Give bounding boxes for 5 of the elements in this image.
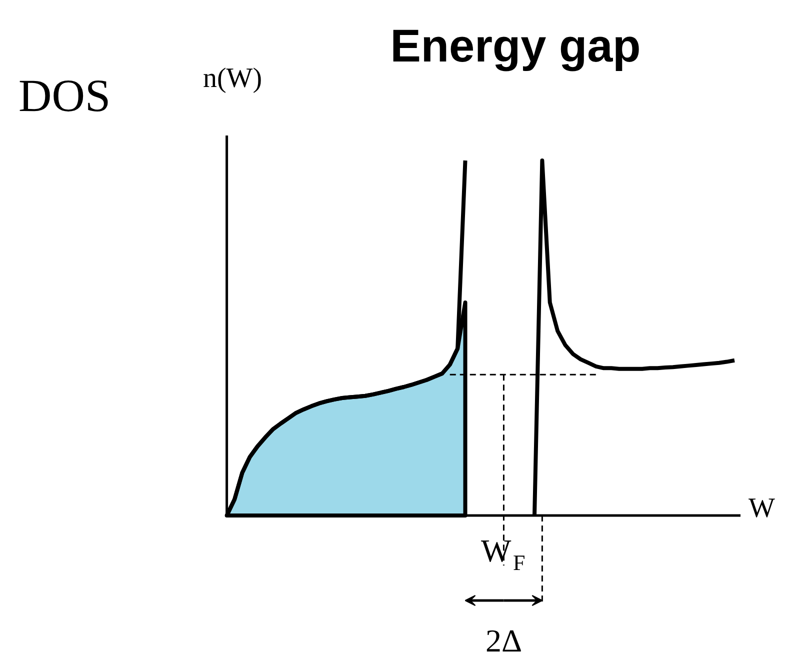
x-axis-title: W bbox=[748, 493, 776, 524]
text: 2Δ bbox=[485, 622, 522, 658]
chart-title: Energy gap bbox=[390, 20, 641, 72]
text: DOS bbox=[18, 70, 111, 121]
y-axis-title: n(W) bbox=[202, 63, 262, 94]
